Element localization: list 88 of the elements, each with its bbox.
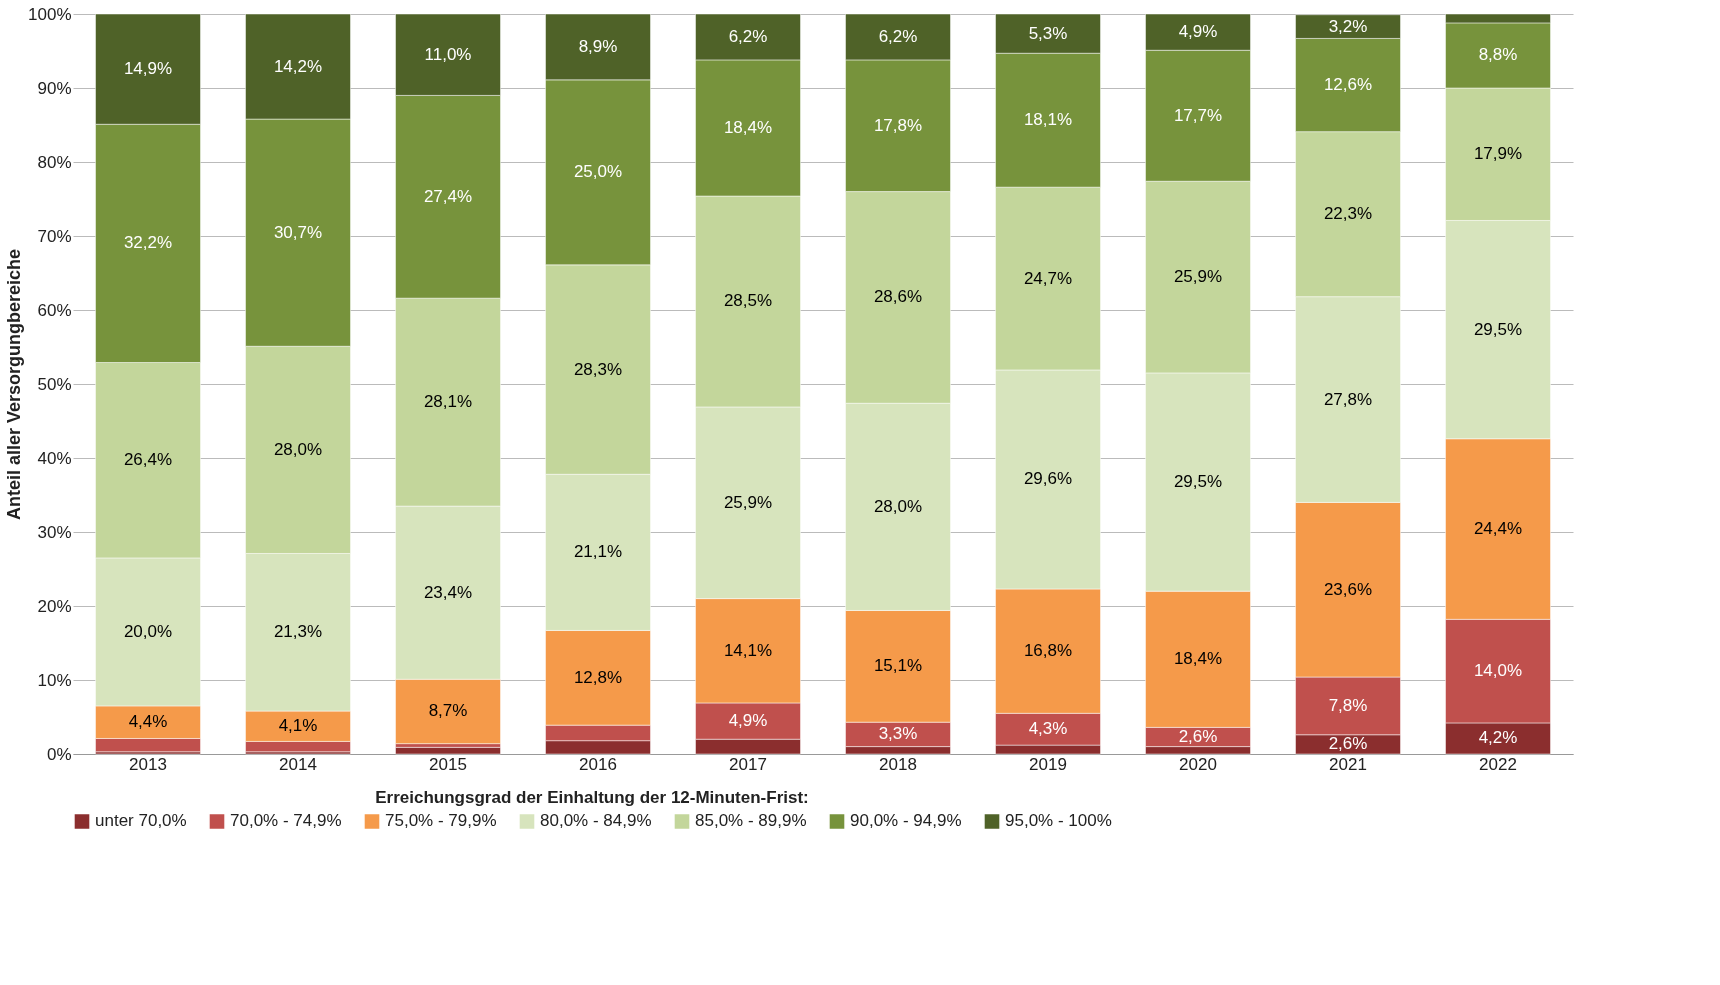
data-label: 4,9% <box>728 711 768 731</box>
x-tick-label: 2016 <box>579 754 617 774</box>
data-label: 24,7% <box>1023 268 1073 288</box>
x-tick-label: 2018 <box>879 754 917 774</box>
data-label: 28,1% <box>423 392 473 412</box>
data-label: 28,0% <box>873 496 923 516</box>
data-label: 21,3% <box>273 622 323 642</box>
y-tick-label: 50% <box>37 374 72 394</box>
x-tick-label: 2013 <box>129 754 167 774</box>
data-label: 28,3% <box>573 359 623 379</box>
data-label: 28,5% <box>723 291 773 311</box>
data-label: 28,0% <box>273 439 323 459</box>
data-label: 23,4% <box>423 582 473 602</box>
data-label: 2,6% <box>1178 726 1218 746</box>
data-label: 4,2% <box>1478 728 1518 748</box>
x-tick-label: 2017 <box>729 754 767 774</box>
data-label: 18,4% <box>1173 649 1223 669</box>
data-label: 11,0% <box>424 44 472 64</box>
y-tick-label: 30% <box>37 522 72 542</box>
data-label: 29,5% <box>1473 319 1523 339</box>
y-axis-title: Anteil aller Versorgungbereiche <box>4 248 25 521</box>
y-tick-label: 40% <box>37 448 72 468</box>
data-label: 17,8% <box>873 115 923 135</box>
y-tick-label: 80% <box>37 152 72 172</box>
data-label: 20,0% <box>123 621 173 641</box>
data-label: 16,8% <box>1023 641 1073 661</box>
data-label: 28,6% <box>873 287 923 307</box>
data-label: 25,9% <box>723 492 773 512</box>
data-label: 24,4% <box>1473 519 1523 539</box>
legend-label: 75,0% - 79,9% <box>385 811 497 831</box>
data-label: 14,1% <box>723 640 773 660</box>
legend-label: 80,0% - 84,9% <box>540 811 652 831</box>
data-label: 26,4% <box>123 450 173 470</box>
legend-label: 95,0% - 100% <box>1005 811 1112 831</box>
data-label: 5,3% <box>1028 23 1068 43</box>
data-label: 29,5% <box>1173 472 1223 492</box>
legend-label: 70,0% - 74,9% <box>230 811 342 831</box>
data-label: 3,2% <box>1328 16 1368 36</box>
data-label: 8,9% <box>578 36 618 56</box>
data-label: 29,6% <box>1023 469 1073 489</box>
x-tick-label: 2019 <box>1029 754 1067 774</box>
data-label: 27,8% <box>1323 389 1373 409</box>
legend-title: Erreichungsgrad der Einhaltung der 12-Minuten-Frist: <box>375 788 809 807</box>
data-label: 6,2% <box>878 26 918 46</box>
data-label: 4,3% <box>1028 719 1068 739</box>
data-label: 18,1% <box>1023 110 1073 130</box>
data-label: 7,8% <box>1328 695 1368 715</box>
data-label: 14,0% <box>1473 661 1523 681</box>
data-label: 30,7% <box>273 222 323 242</box>
x-tick-label: 2015 <box>429 754 467 774</box>
data-label: 8,7% <box>428 701 468 721</box>
data-label: 15,1% <box>873 656 923 676</box>
x-tick-label: 2021 <box>1329 754 1367 774</box>
data-label: 14,2% <box>273 56 323 76</box>
y-tick-label: 20% <box>37 596 72 616</box>
data-label: 27,4% <box>423 186 473 206</box>
data-label: 2,6% <box>1328 734 1368 754</box>
data-label: 22,3% <box>1323 204 1373 224</box>
data-label: 32,2% <box>123 233 173 253</box>
data-label: 17,9% <box>1473 144 1523 164</box>
y-tick-label: 90% <box>37 78 72 98</box>
x-tick-label: 2014 <box>279 754 317 774</box>
legend-label: unter 70,0% <box>95 811 187 831</box>
data-label: 23,6% <box>1323 579 1373 599</box>
data-label: 25,9% <box>1173 267 1223 287</box>
data-label: 17,7% <box>1173 105 1223 125</box>
data-label: 21,1% <box>573 542 623 562</box>
y-tick-label: 10% <box>37 670 72 690</box>
x-tick-label: 2022 <box>1479 754 1517 774</box>
data-label: 4,4% <box>128 712 168 732</box>
data-label: 8,8% <box>1478 45 1518 65</box>
y-tick-label: 70% <box>37 226 72 246</box>
legend-label: 85,0% - 89,9% <box>695 811 807 831</box>
x-tick-label: 2020 <box>1179 754 1217 774</box>
data-label: 12,6% <box>1323 75 1373 95</box>
y-tick-label: 60% <box>37 300 72 320</box>
data-label: 25,0% <box>573 162 623 182</box>
data-label: 14,9% <box>123 59 173 79</box>
legend-label: 90,0% - 94,9% <box>850 811 962 831</box>
y-tick-label: 100% <box>28 4 72 24</box>
data-label: 4,1% <box>278 716 318 736</box>
data-label: 3,3% <box>878 724 918 744</box>
data-label: 18,4% <box>723 117 773 137</box>
data-label: 12,8% <box>573 667 623 687</box>
bar <box>395 747 501 755</box>
data-label: 6,2% <box>728 26 768 46</box>
data-label: 4,9% <box>1178 22 1218 42</box>
y-tick-label: 0% <box>46 744 72 764</box>
